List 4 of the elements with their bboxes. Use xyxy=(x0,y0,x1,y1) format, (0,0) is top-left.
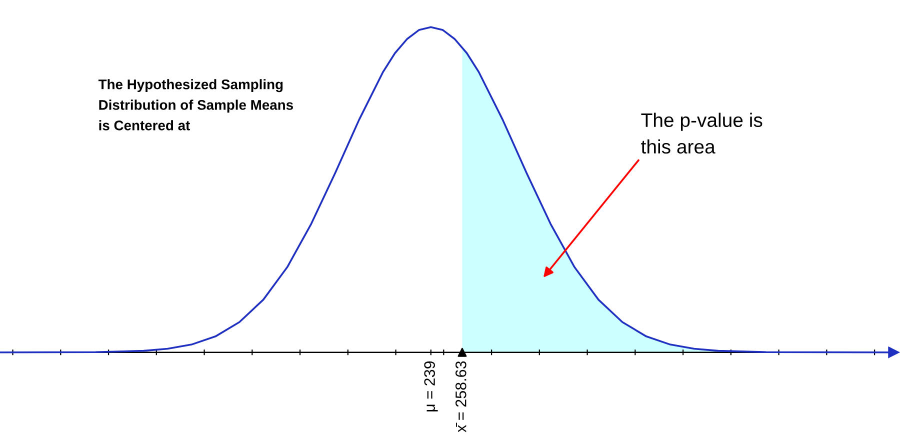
annotation: The p-value is this area xyxy=(641,112,762,154)
x-tick-label: μ = 239 xyxy=(424,361,438,412)
x-tick-label: x̄ = 258.63 xyxy=(456,361,466,432)
annotation: The Hypothesized Sampling Distribution of Sample Means is Centered at xyxy=(98,79,293,130)
